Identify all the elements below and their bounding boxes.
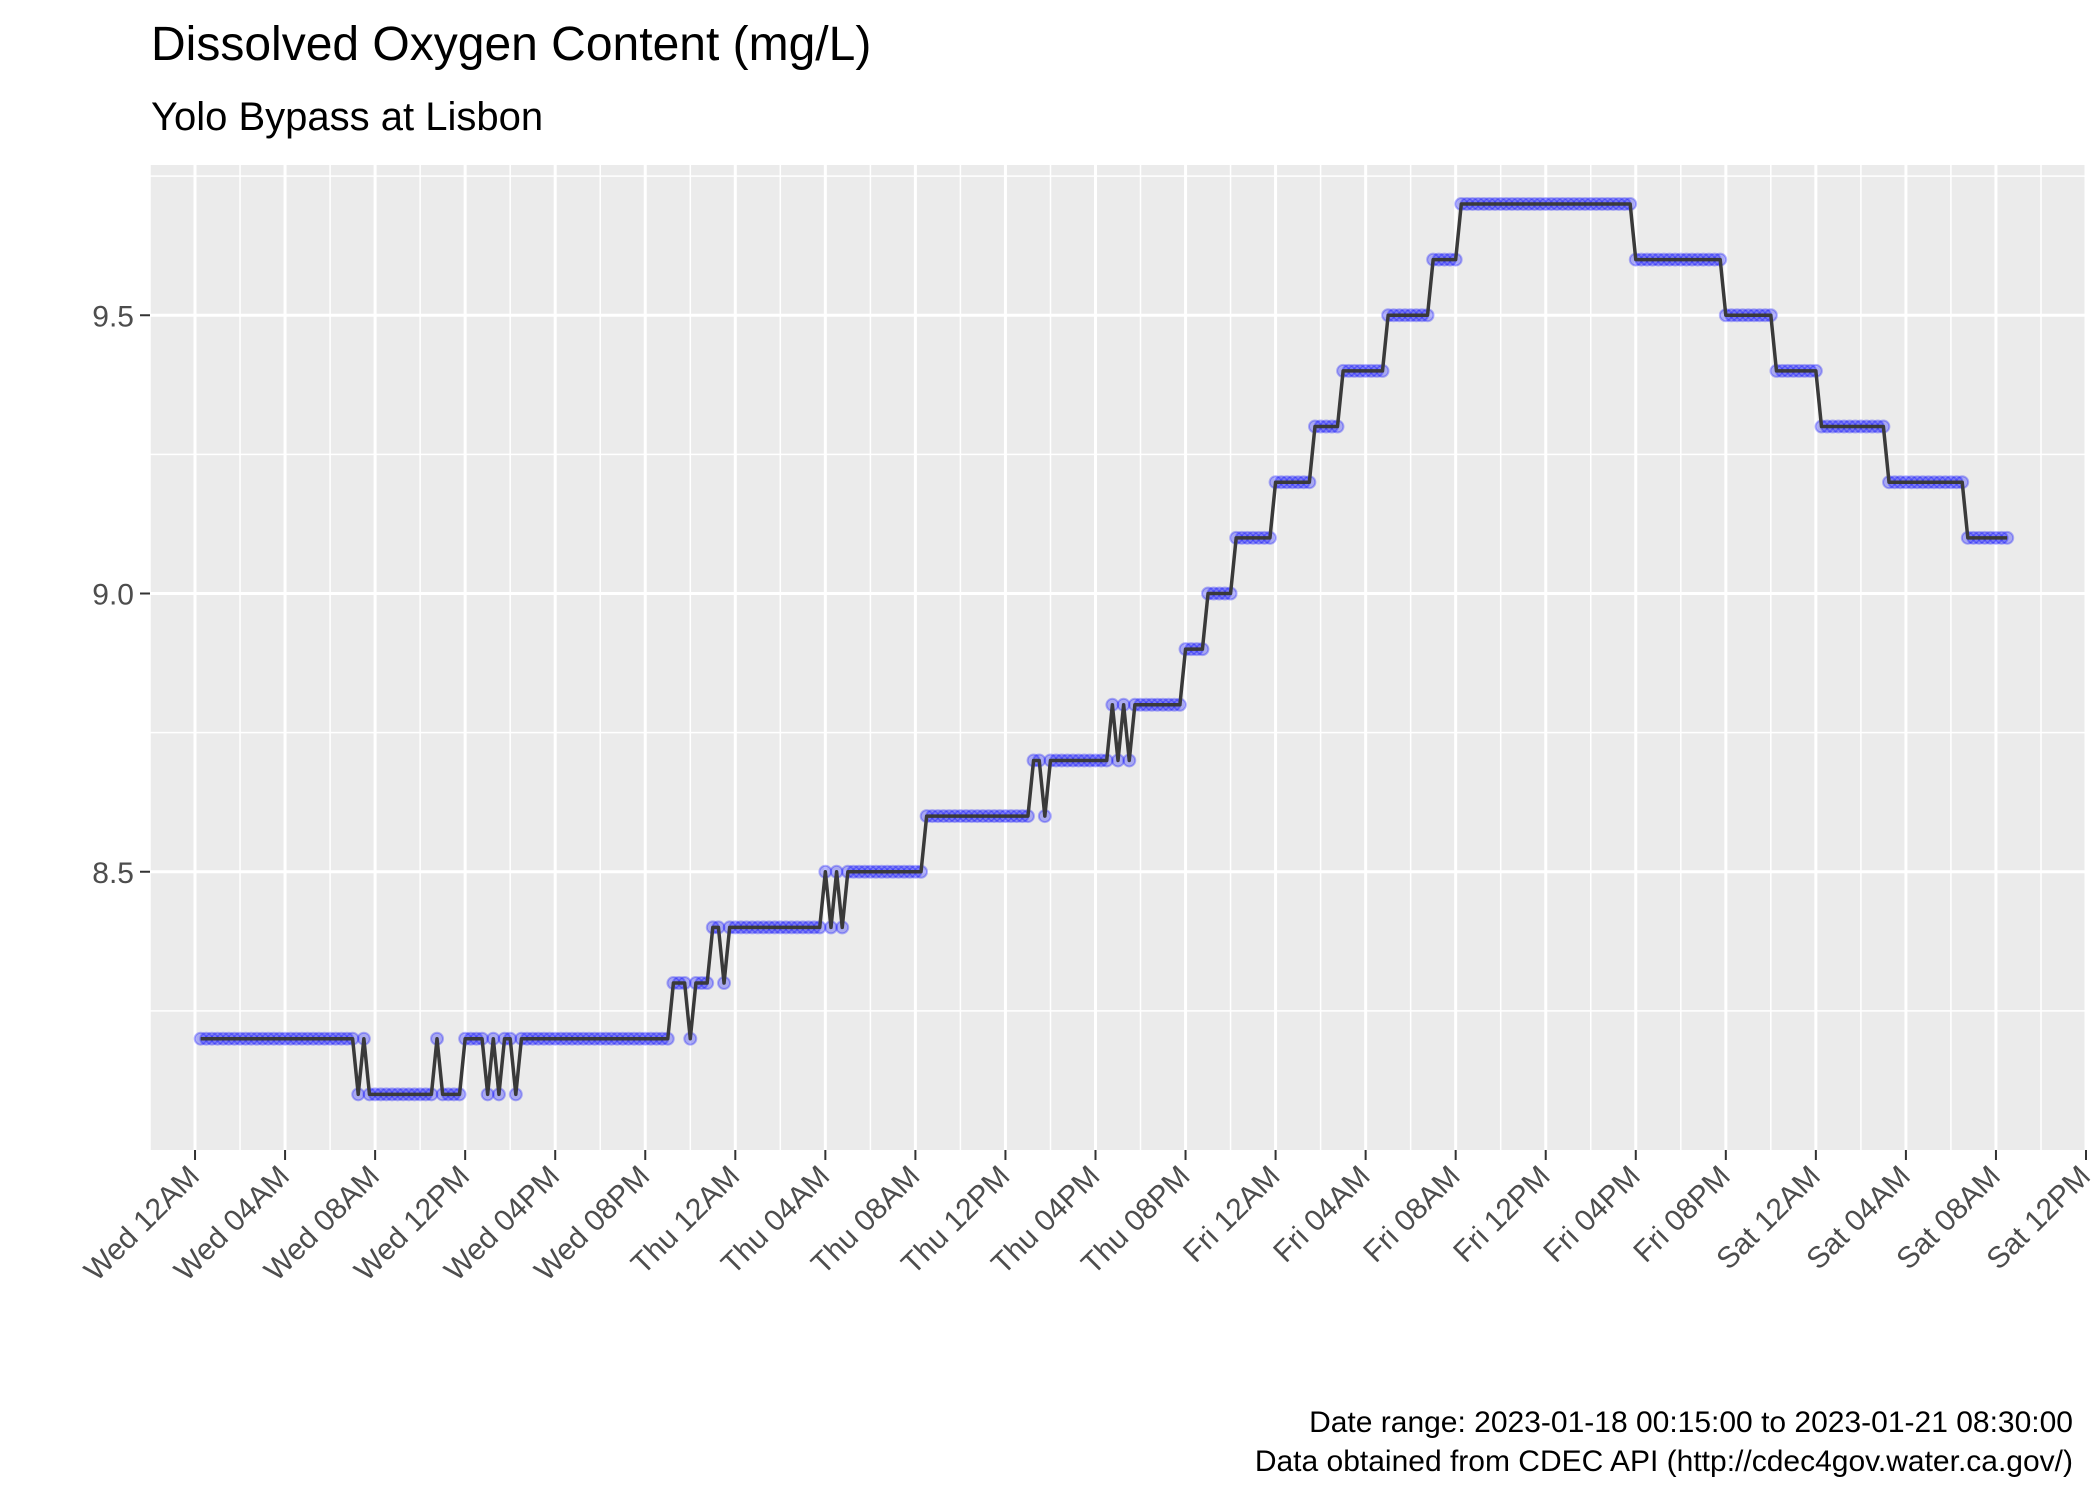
y-tick-label: 8.5 (92, 857, 134, 890)
y-tick-label: 9.5 (92, 300, 134, 333)
chart-subtitle: Yolo Bypass at Lisbon (151, 95, 543, 139)
x-tick-label: Fri 08AM (1357, 1160, 1466, 1269)
caption-source: Data obtained from CDEC API (http://cdec… (1255, 1445, 2073, 1478)
minor-gridlines (149, 165, 2086, 1150)
chart-title: Dissolved Oxygen Content (mg/L) (151, 18, 871, 71)
caption-date-range: Date range: 2023-01-18 00:15:00 to 2023-… (1309, 1406, 2073, 1439)
x-tick-label: Fri 04PM (1537, 1160, 1646, 1269)
major-gridlines (150, 165, 2088, 1150)
series-line (200, 202, 2008, 1097)
y-tick-label: 9.0 (92, 579, 134, 612)
x-tick-label: Fri 12PM (1447, 1160, 1556, 1269)
plot-panel (150, 165, 2086, 1150)
y-axis: 8.5 9.0 9.5 (92, 300, 150, 890)
x-tick-label: Fri 12AM (1177, 1160, 1286, 1269)
x-tick-label: Fri 04AM (1267, 1160, 1376, 1269)
